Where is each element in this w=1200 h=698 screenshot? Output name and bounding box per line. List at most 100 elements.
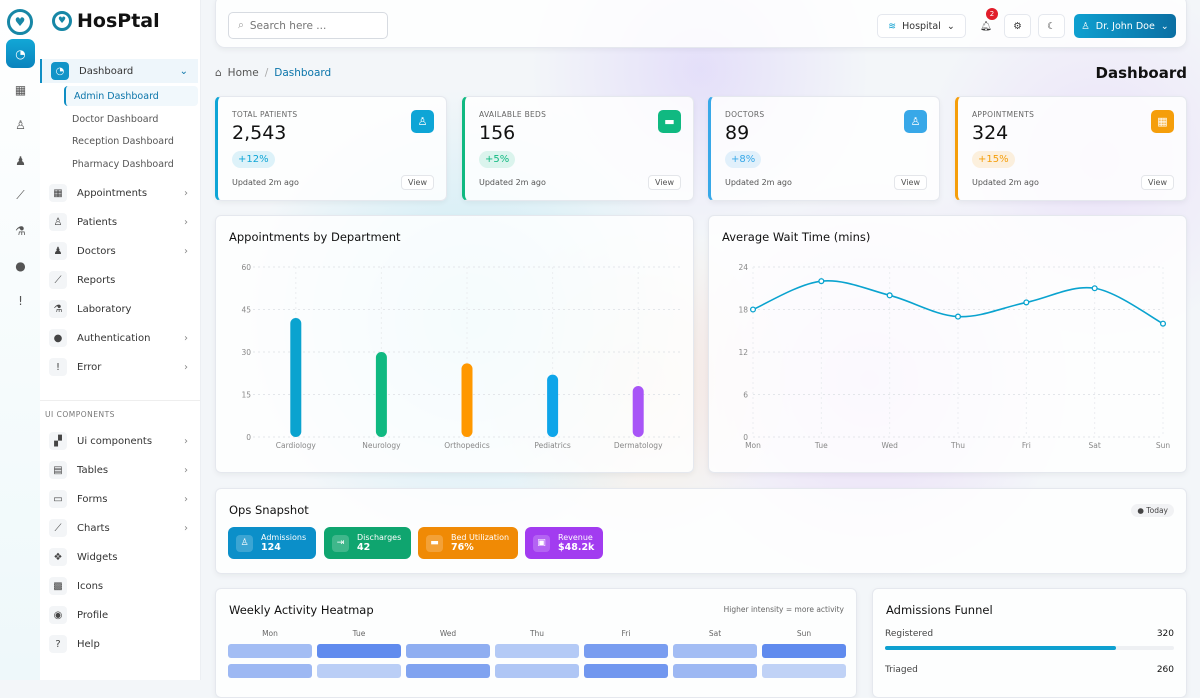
today-badge[interactable]: ● Today xyxy=(1131,504,1174,517)
ops-chip-bed-utilization[interactable]: ▬ Bed Utilization 76% xyxy=(418,527,518,559)
heatmap-day-label: Mon xyxy=(262,629,278,638)
stat-label: DOCTORS xyxy=(725,110,765,119)
point-thu xyxy=(954,313,962,320)
theme-toggle[interactable]: ☾ xyxy=(1038,14,1065,38)
gear-icon: ⚙ xyxy=(1013,20,1022,32)
calendar-icon: ▦ xyxy=(1151,110,1174,133)
stat-card-total-patients: TOTAL PATIENTS 2,543 +12% Updated 2m ago Vie… xyxy=(215,96,447,201)
view-button[interactable]: View xyxy=(894,175,927,190)
chip-label: Discharges xyxy=(357,533,402,542)
heatmap-day-label: Sun xyxy=(796,629,812,638)
heatmap-cell[interactable] xyxy=(406,644,490,658)
y-tick-label: 60 xyxy=(241,263,251,272)
chip-label: Bed Utilization xyxy=(451,533,510,542)
hospital-select[interactable]: ≋ Hospital ⌄ xyxy=(877,14,966,38)
x-tick-label: Wed xyxy=(881,441,898,450)
breadcrumb: ⌂ Home / Dashboard xyxy=(215,67,332,79)
ops-snapshot-card: Ops Snapshot ● Today ♙ Admissions 124 ⇥ Disc… xyxy=(215,488,1187,574)
heatmap-cell[interactable] xyxy=(495,644,579,658)
heatmap-day-label: Thu xyxy=(529,629,545,638)
stat-card-appointments: APPOINTMENTS 324 +15% Updated 2m ago View ▦ xyxy=(955,96,1187,201)
view-button[interactable]: View xyxy=(401,175,434,190)
stat-updated: Updated 2m ago xyxy=(972,178,1039,187)
heatmap-cell[interactable] xyxy=(762,664,846,678)
chip-label: Revenue xyxy=(558,533,593,542)
y-tick-label: 18 xyxy=(738,306,748,315)
stat-label: AVAILABLE BEDS xyxy=(479,110,547,119)
x-tick-label: Thu xyxy=(950,441,965,450)
heatmap-cell[interactable] xyxy=(584,644,668,658)
x-tick-label: Fri xyxy=(1022,441,1031,450)
x-tick-label: Pediatrics xyxy=(534,441,571,450)
bed-icon: ▬ xyxy=(658,110,681,133)
y-tick-label: 6 xyxy=(743,391,748,400)
money-icon: ▣ xyxy=(533,534,550,552)
x-tick-label: Sat xyxy=(1089,441,1101,450)
user-menu-button[interactable]: ♙ Dr. John Doe ⌄ xyxy=(1074,14,1176,38)
heatmap-day-label: Fri xyxy=(621,629,631,638)
ops-chip-discharges[interactable]: ⇥ Discharges 42 xyxy=(324,527,411,559)
y-tick-label: 12 xyxy=(738,348,748,357)
patient-icon: ♙ xyxy=(411,110,434,133)
stat-updated: Updated 2m ago xyxy=(232,178,299,187)
heatmap-cell[interactable] xyxy=(317,664,401,678)
y-tick-label: 45 xyxy=(241,306,251,315)
heatmap-day-label: Wed xyxy=(439,629,457,638)
stat-change-badge: +8% xyxy=(725,151,762,168)
point-sat xyxy=(1091,285,1098,292)
chevron-down-icon: ⌄ xyxy=(1160,20,1169,32)
heatmap-cell[interactable] xyxy=(228,664,312,678)
funnel-label: Triaged xyxy=(885,665,918,675)
ops-title: Ops Snapshot xyxy=(229,503,309,517)
stat-change-badge: +15% xyxy=(972,151,1015,168)
bar-orthopedics xyxy=(461,363,473,437)
heatmap-cell[interactable] xyxy=(673,644,757,658)
heatmap-cell[interactable] xyxy=(584,664,668,678)
x-tick-label: Orthopedics xyxy=(444,441,490,450)
settings-button[interactable]: ⚙ xyxy=(1004,14,1031,38)
view-button[interactable]: View xyxy=(1141,175,1174,190)
notifications-button[interactable]: 🔔︎ 2 xyxy=(976,8,998,38)
funnel-value: 260 xyxy=(1156,665,1174,675)
heatmap-cell[interactable] xyxy=(406,664,490,678)
stat-updated: Updated 2m ago xyxy=(725,178,792,187)
chip-label: Admissions xyxy=(261,533,307,542)
bell-icon: 🔔︎ xyxy=(979,20,993,32)
breadcrumb-current: Dashboard xyxy=(274,67,332,79)
search-input[interactable] xyxy=(249,19,370,32)
stat-card-available-beds: AVAILABLE BEDS 156 +5% Updated 2m ago View ▬ xyxy=(462,96,694,201)
ops-chip-admissions[interactable]: ♙ Admissions 124 xyxy=(228,527,316,559)
admissions-funnel-card: Admissions Funnel Registered 320 Triaged… xyxy=(872,588,1187,698)
x-tick-label: Cardiology xyxy=(276,441,317,450)
funnel-bar-registered xyxy=(885,646,1174,650)
point-tue xyxy=(818,278,825,285)
point-wed xyxy=(886,292,893,299)
funnel-title: Admissions Funnel xyxy=(886,603,993,617)
y-tick-label: 15 xyxy=(241,391,251,400)
exit-icon: ⇥ xyxy=(332,534,349,552)
ops-chip-revenue[interactable]: ▣ Revenue $48.2k xyxy=(525,527,603,559)
breadcrumb-home[interactable]: Home xyxy=(227,67,259,79)
view-button[interactable]: View xyxy=(648,175,681,190)
stat-value: 2,543 xyxy=(232,122,287,144)
y-tick-label: 24 xyxy=(738,263,748,272)
heatmap-cell[interactable] xyxy=(762,644,846,658)
heatmap-cell[interactable] xyxy=(317,644,401,658)
point-fri xyxy=(1023,299,1030,306)
heatmap-cell[interactable] xyxy=(495,664,579,678)
funnel-value: 320 xyxy=(1156,629,1174,639)
heatmap-cell[interactable] xyxy=(673,664,757,678)
heatmap-day-label: Sat xyxy=(708,629,722,638)
stat-value: 89 xyxy=(725,122,750,144)
notification-badge: 2 xyxy=(986,8,998,20)
stat-updated: Updated 2m ago xyxy=(479,178,546,187)
chip-value: 124 xyxy=(261,542,281,553)
user-medical-icon: ♙ xyxy=(236,534,253,552)
search-box[interactable]: ⌕ xyxy=(228,12,388,39)
appointments-by-department-card: Appointments by Department 0 15 30 45 60 Card… xyxy=(215,215,694,473)
point-mon xyxy=(749,306,757,313)
x-tick-label: Dermatology xyxy=(614,441,663,450)
chip-value: 42 xyxy=(357,542,371,553)
heatmap-cell[interactable] xyxy=(228,644,312,658)
funnel-bar-fill xyxy=(885,646,1117,650)
